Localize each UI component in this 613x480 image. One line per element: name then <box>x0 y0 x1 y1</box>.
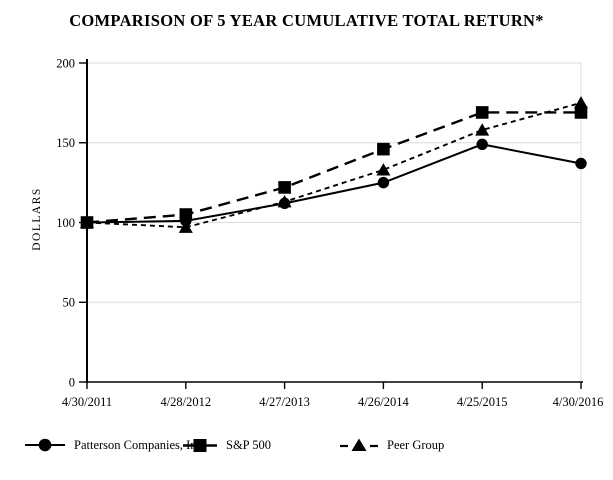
svg-text:4/30/2011: 4/30/2011 <box>62 395 112 409</box>
circle-marker-icon <box>25 438 65 452</box>
legend-label-peer: Peer Group <box>387 437 445 452</box>
svg-text:4/26/2014: 4/26/2014 <box>358 395 409 409</box>
svg-text:50: 50 <box>63 296 76 310</box>
svg-text:4/25/2015: 4/25/2015 <box>457 395 508 409</box>
legend-item-patterson: Patterson Companies, Inc. <box>25 430 205 460</box>
svg-text:4/27/2013: 4/27/2013 <box>259 395 310 409</box>
legend-item-peer: Peer Group <box>340 430 444 460</box>
square-marker-icon <box>183 438 217 452</box>
chart-title: COMPARISON OF 5 YEAR CUMULATIVE TOTAL RE… <box>69 11 544 30</box>
svg-text:4/30/2016: 4/30/2016 <box>553 395 604 409</box>
chart-legend: Patterson Companies, Inc. S&P 500 Peer G… <box>0 430 613 460</box>
legend-item-sp500: S&P 500 <box>183 430 271 460</box>
svg-text:200: 200 <box>56 56 75 70</box>
svg-text:4/28/2012: 4/28/2012 <box>160 395 211 409</box>
triangle-marker-icon <box>340 438 378 451</box>
legend-label-patterson: Patterson Companies, Inc. <box>74 437 206 452</box>
svg-text:100: 100 <box>56 216 75 230</box>
svg-text:150: 150 <box>56 136 75 150</box>
svg-text:0: 0 <box>69 375 75 389</box>
legend-label-sp500: S&P 500 <box>226 437 272 452</box>
